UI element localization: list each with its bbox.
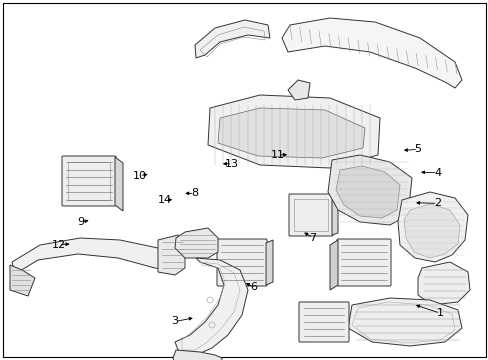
FancyBboxPatch shape: [298, 302, 348, 342]
Text: 1: 1: [436, 308, 443, 318]
Polygon shape: [331, 197, 337, 235]
Text: 10: 10: [132, 171, 146, 181]
Polygon shape: [287, 80, 309, 100]
Text: 3: 3: [171, 316, 178, 327]
Text: 2: 2: [433, 198, 440, 208]
Text: 4: 4: [433, 168, 440, 178]
FancyBboxPatch shape: [217, 239, 266, 286]
Text: 11: 11: [270, 150, 284, 160]
Polygon shape: [195, 20, 269, 58]
Text: 13: 13: [225, 159, 239, 169]
Polygon shape: [218, 108, 364, 158]
Polygon shape: [347, 298, 461, 346]
Polygon shape: [175, 258, 247, 355]
Polygon shape: [115, 157, 123, 211]
Text: 8: 8: [191, 188, 198, 198]
Polygon shape: [10, 265, 35, 296]
Polygon shape: [335, 166, 399, 218]
Text: 12: 12: [52, 240, 65, 250]
Polygon shape: [158, 235, 184, 275]
Polygon shape: [403, 204, 459, 258]
Polygon shape: [282, 18, 461, 88]
Text: 14: 14: [158, 195, 172, 205]
Text: 5: 5: [414, 144, 421, 154]
Polygon shape: [397, 192, 467, 262]
Text: 7: 7: [309, 233, 316, 243]
Polygon shape: [175, 228, 218, 258]
Polygon shape: [265, 240, 272, 285]
Polygon shape: [207, 95, 379, 168]
Bar: [293, 199, 327, 231]
Polygon shape: [327, 155, 411, 225]
Text: 9: 9: [77, 217, 84, 228]
Polygon shape: [417, 262, 469, 305]
Text: 6: 6: [249, 282, 256, 292]
Polygon shape: [173, 350, 222, 360]
FancyBboxPatch shape: [62, 156, 116, 206]
FancyBboxPatch shape: [288, 194, 332, 236]
FancyBboxPatch shape: [336, 239, 390, 286]
Polygon shape: [12, 238, 170, 274]
Bar: [68, 162, 110, 200]
Polygon shape: [329, 240, 337, 290]
